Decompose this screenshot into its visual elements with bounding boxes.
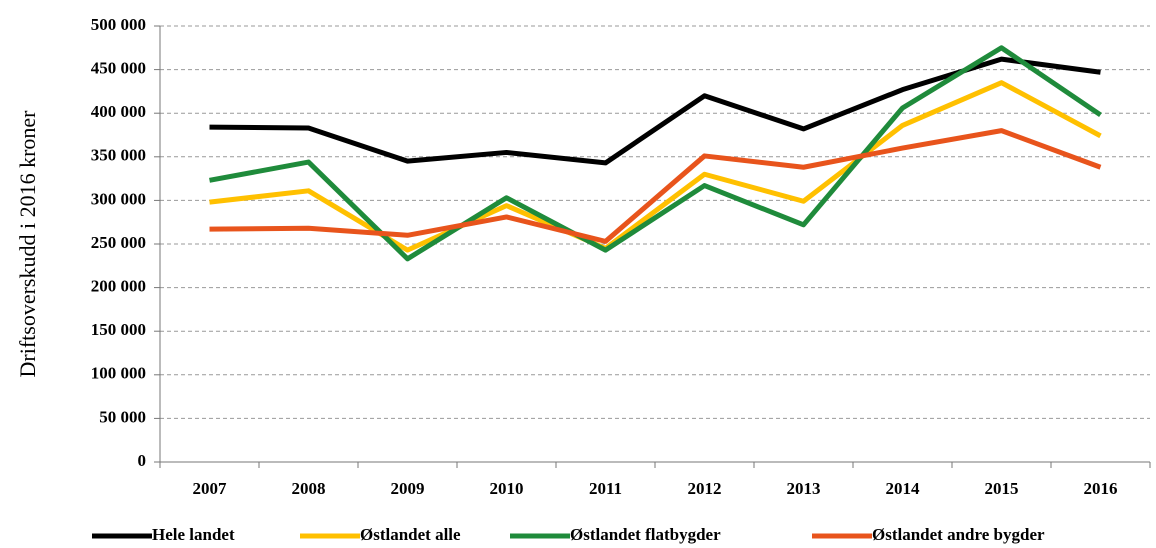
series-line [209, 56, 1101, 166]
series-line [209, 45, 1102, 262]
y-axis-title: Driftsoverskudd i 2016 kroner [15, 110, 40, 378]
x-tick-label: 2011 [589, 479, 622, 498]
x-tick-label: 2015 [985, 479, 1019, 498]
y-tick-label: 450 000 [91, 59, 146, 78]
y-tick-label: 400 000 [91, 102, 146, 121]
x-tick-label: 2016 [1084, 479, 1118, 498]
y-tick-label: 350 000 [91, 146, 146, 165]
x-tick-label: 2013 [787, 479, 821, 498]
legend-label: Østlandet alle [360, 525, 461, 544]
legend-label: Østlandet flatbygder [570, 525, 721, 544]
y-tick-label: 100 000 [91, 364, 146, 383]
y-tick-label: 0 [138, 451, 147, 470]
x-tick-label: 2009 [391, 479, 425, 498]
y-tick-label: 300 000 [91, 189, 146, 208]
y-tick-label: 150 000 [91, 320, 146, 339]
legend-label: Østlandet andre bygder [872, 525, 1045, 544]
y-tick-label: 50 000 [99, 407, 146, 426]
x-tick-label: 2012 [688, 479, 722, 498]
y-tick-label: 250 000 [91, 233, 146, 252]
y-tick-label: 200 000 [91, 277, 146, 296]
x-tick-label: 2010 [490, 479, 524, 498]
x-tick-label: 2008 [292, 479, 326, 498]
series-line [209, 128, 1102, 244]
series-line [209, 80, 1102, 253]
x-tick-label: 2007 [193, 479, 228, 498]
y-tick-label: 500 000 [91, 15, 146, 34]
legend-label: Hele landet [152, 525, 235, 544]
x-tick-label: 2014 [886, 479, 921, 498]
